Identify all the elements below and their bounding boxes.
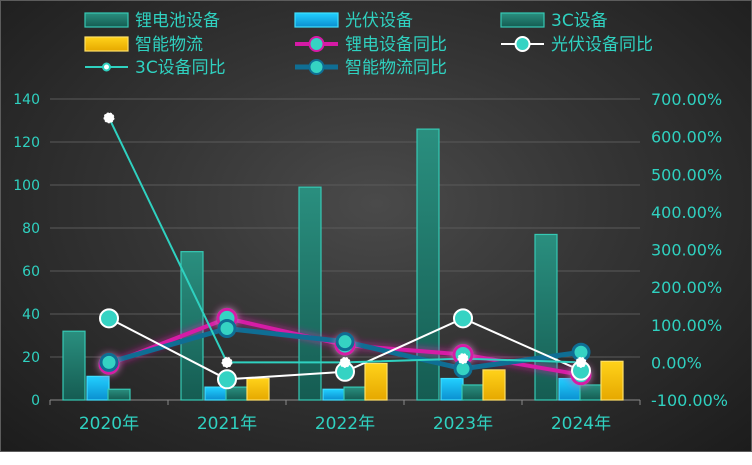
- y-left-tick-label: 100: [13, 178, 40, 194]
- legend-swatch-bar: [84, 36, 129, 52]
- bar-0: [62, 330, 86, 401]
- axes: 0 20 40 60 80 100 120 140 -100.00% 0.00% 100.00% 20…: [13, 90, 728, 434]
- point-3c-yoy: [103, 112, 115, 124]
- y-right-tick-label: 300.00%: [651, 241, 722, 260]
- legend-label: 锂电池设备: [135, 11, 220, 31]
- legend-label: 智能物流同比: [345, 58, 447, 78]
- y-left-tick-label: 60: [22, 264, 40, 280]
- point-pv-yoy: [99, 308, 119, 329]
- point-3c-yoy: [457, 353, 469, 365]
- y-right-tick-label: 200.00%: [651, 278, 722, 297]
- point-logistics-yoy: [217, 319, 237, 339]
- y-left-tick-label: 120: [13, 135, 40, 151]
- x-tick-label: 2023年: [433, 414, 493, 434]
- bar-3: [482, 369, 506, 401]
- y-left-tick-label: 40: [22, 307, 40, 323]
- bar-3: [600, 360, 624, 401]
- legend-swatch-bar: [84, 12, 129, 28]
- legend-swatch-bar: [500, 12, 545, 28]
- bar-0: [298, 186, 322, 401]
- y-right-tick-label: 500.00%: [651, 165, 722, 184]
- bar-2: [579, 384, 603, 401]
- y-left-tick-label: 0: [31, 393, 40, 409]
- x-tick-label: 2022年: [315, 414, 375, 434]
- legend-label: 光伏设备同比: [551, 35, 653, 55]
- x-tick-label: 2021年: [197, 414, 257, 434]
- chart-panel: 锂电池设备 光伏设备 3C设备智能物流 锂电设备同比 光伏设备同比 3C设备同比 智能物流同…: [0, 0, 752, 452]
- point-pv-yoy: [217, 369, 237, 390]
- bar-3: [246, 377, 270, 401]
- bar-2: [343, 386, 367, 401]
- bar-3: [364, 362, 388, 401]
- point-3c-yoy: [575, 356, 587, 368]
- point-3c-yoy: [221, 356, 233, 368]
- legend-swatch-bar: [294, 12, 339, 28]
- bar-1: [440, 377, 464, 401]
- y-right-tick-label: 400.00%: [651, 203, 722, 222]
- y-right-tick-label: 100.00%: [651, 316, 722, 335]
- bar-0: [534, 233, 558, 401]
- point-3c-yoy: [339, 356, 351, 368]
- legend-swatch-marker: [102, 62, 111, 72]
- point-logistics-yoy: [335, 332, 355, 352]
- line-layer: [98, 112, 592, 390]
- legend-label: 智能物流: [135, 35, 203, 55]
- y-left-tick-label: 140: [13, 92, 40, 108]
- point-pv-yoy: [453, 308, 473, 329]
- legend-label: 3C设备同比: [135, 58, 226, 78]
- point-logistics-yoy: [99, 352, 119, 372]
- y-left-tick-label: 20: [22, 350, 40, 366]
- x-tick-label: 2020年: [79, 414, 139, 434]
- line-3c-yoy: [108, 117, 582, 364]
- legend-swatch-marker: [308, 36, 325, 52]
- bar-1: [86, 375, 110, 401]
- y-right-tick-label: 0.00%: [651, 353, 702, 372]
- y-right-tick-label: 600.00%: [651, 128, 722, 147]
- y-right-tick-label: -100.00%: [651, 391, 728, 410]
- legend-label: 光伏设备: [345, 11, 413, 31]
- legend-label: 3C设备: [551, 11, 608, 31]
- bar-1: [322, 388, 346, 401]
- y-left-tick-label: 80: [22, 221, 40, 237]
- legend-swatch-marker: [308, 59, 325, 75]
- legend-swatch-marker: [514, 36, 531, 52]
- bar-1: [204, 386, 228, 401]
- bar-2: [107, 388, 131, 401]
- bar-2: [461, 384, 485, 401]
- x-tick-label: 2024年: [551, 414, 611, 434]
- y-right-tick-label: 700.00%: [651, 90, 722, 109]
- legend-label: 锂电设备同比: [345, 35, 447, 55]
